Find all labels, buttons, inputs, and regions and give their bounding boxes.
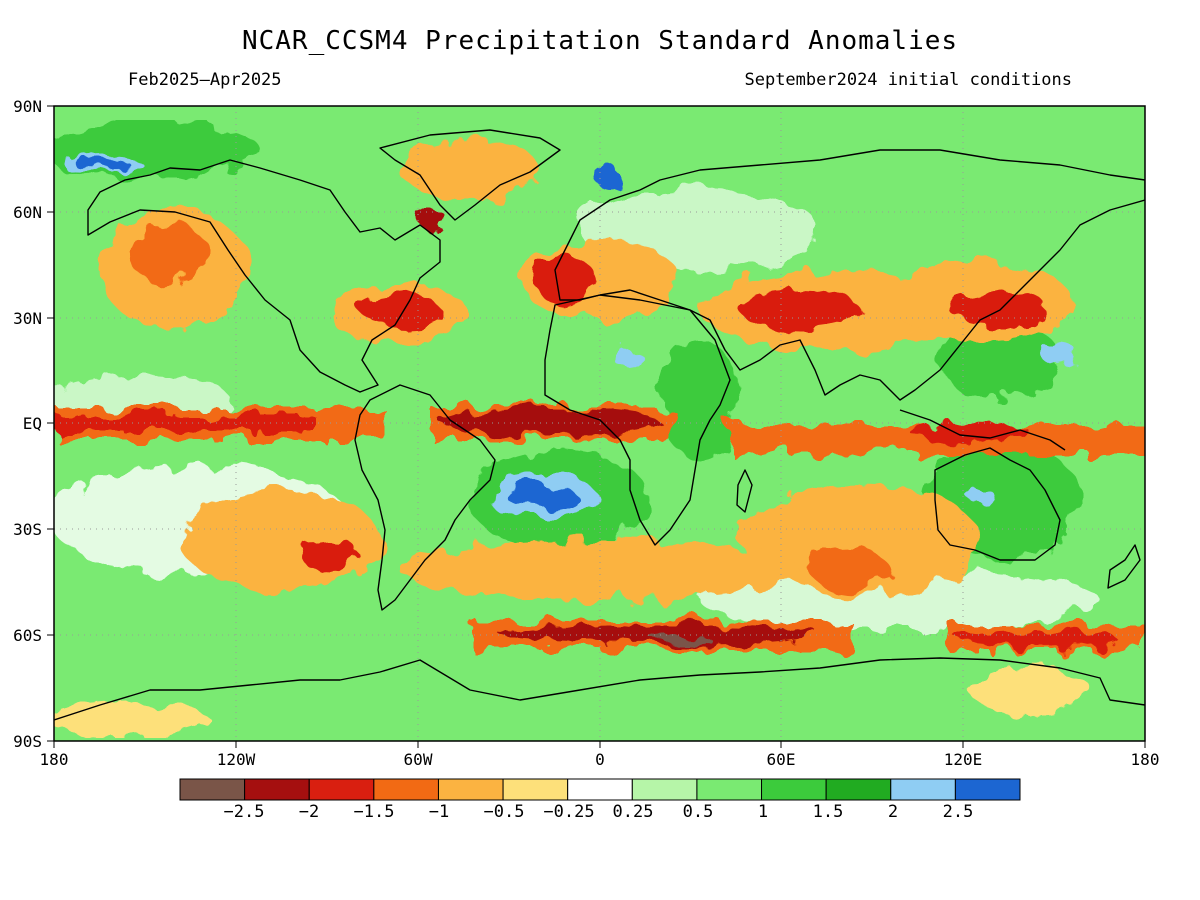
madagascar-outline — [736, 469, 753, 513]
new-zealand-outline — [1107, 544, 1141, 589]
antarctica-outline — [54, 657, 1145, 721]
colorbar-label: −0.5 — [483, 802, 525, 822]
lat-label-90s: 90S — [13, 732, 42, 751]
chart-title: NCAR_CCSM4 Precipitation Standard Anomal… — [241, 26, 959, 56]
lon-label-180w: 180 — [39, 750, 69, 769]
lon-label-0: 0 — [595, 750, 605, 769]
lat-label-30n: 30N — [13, 309, 42, 328]
lon-label-60w: 60W — [403, 750, 433, 769]
colorbar-swatch — [567, 778, 633, 801]
lat-label-90n: 90N — [13, 97, 42, 116]
australia-outline — [934, 447, 1061, 561]
lat-label-30s: 30S — [13, 520, 42, 539]
colorbar-label: −0.25 — [543, 802, 595, 822]
colorbar-label: 2 — [887, 802, 899, 822]
colorbar-label: −1.5 — [353, 802, 395, 822]
lat-label-60s: 60S — [13, 626, 42, 645]
colorbar-swatch — [631, 778, 698, 801]
eurasia-outline — [554, 149, 1145, 401]
lon-label-180e: 180 — [1130, 750, 1160, 769]
lat-label-60n: 60N — [13, 203, 42, 222]
colorbar-swatch — [179, 778, 246, 801]
colorbar-label: 1.5 — [812, 802, 844, 822]
colorbar-label: 2.5 — [942, 802, 974, 822]
lat-label-eq: EQ — [22, 414, 42, 433]
colorbar-swatch — [373, 778, 439, 801]
africa-outline — [544, 294, 731, 546]
anomaly-field — [54, 120, 1145, 738]
colorbar-swatch — [825, 778, 892, 801]
north-america-outline — [87, 159, 441, 393]
coastlines — [54, 129, 1145, 721]
forecast-period-label: Feb2025–Apr2025 — [128, 70, 282, 90]
colorbar — [179, 778, 1021, 801]
colorbar-swatch — [761, 778, 827, 801]
colorbar-label: 1 — [757, 802, 769, 822]
colorbar-swatch — [244, 778, 310, 801]
lon-label-120e: 120E — [943, 750, 983, 769]
south-america-outline — [354, 384, 496, 611]
indonesia-outline — [899, 409, 1066, 451]
colorbar-swatch — [502, 778, 569, 801]
colorbar-label: −2 — [298, 802, 320, 822]
initial-conditions-label: September2024 initial conditions — [744, 70, 1072, 90]
lon-label-60e: 60E — [766, 750, 796, 769]
colorbar-label: 0.25 — [612, 802, 654, 822]
colorbar-swatch — [308, 778, 375, 801]
greenland-outline — [379, 129, 561, 221]
colorbar-label: 0.5 — [682, 802, 714, 822]
colorbar-swatch — [890, 778, 956, 801]
lon-label-120w: 120W — [216, 750, 256, 769]
colorbar-swatch — [437, 778, 504, 801]
colorbar-swatch — [954, 778, 1021, 801]
colorbar-label: −2.5 — [223, 802, 265, 822]
colorbar-swatch — [696, 778, 763, 801]
colorbar-label: −1 — [428, 802, 450, 822]
axis-ticks — [47, 105, 1146, 748]
